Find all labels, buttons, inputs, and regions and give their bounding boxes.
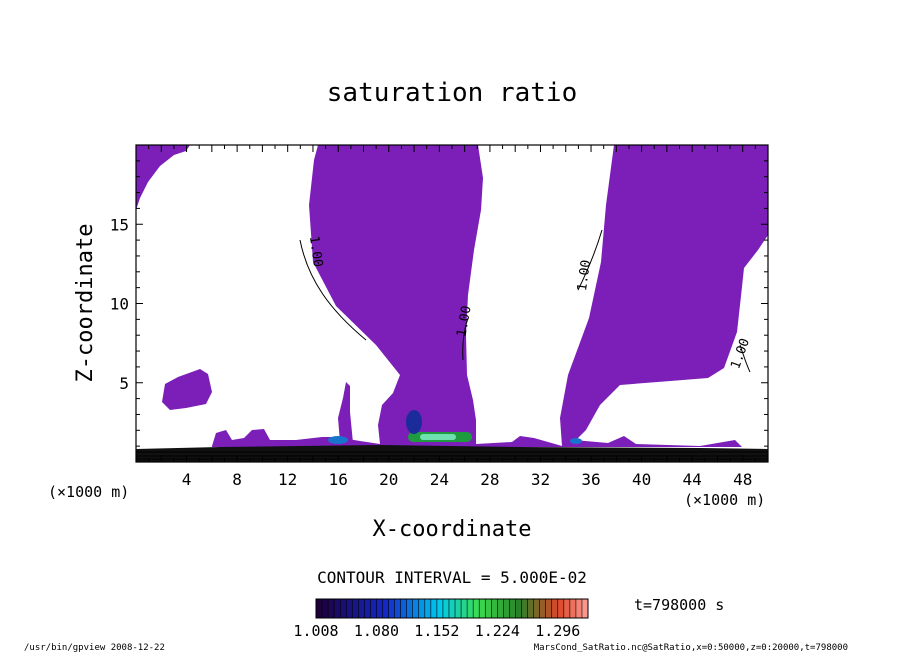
colorbar-cell — [533, 599, 541, 618]
y-tick-label: 5 — [119, 374, 129, 393]
colorbar-cell — [436, 599, 444, 618]
colorbar-cell — [521, 599, 529, 618]
blue-patch-right — [570, 438, 582, 444]
colorbar-cell — [503, 599, 510, 618]
x-unit-label: (×1000 m) — [48, 483, 129, 501]
footer-left: /usr/bin/gpview 2008-12-22 — [24, 643, 165, 653]
colorbar-cell — [370, 599, 377, 618]
x-tick-label: 44 — [683, 470, 702, 489]
colorbar-tick-label: 1.296 — [535, 622, 580, 640]
colorbar-cell — [352, 599, 359, 618]
colorbar-cell — [509, 599, 516, 618]
colorbar-cell — [334, 599, 341, 618]
colorbar-cell — [424, 599, 432, 618]
colorbar-cell — [382, 599, 390, 618]
x-tick-label: 36 — [581, 470, 600, 489]
center-blue-core — [406, 410, 422, 434]
colorbar-cell — [491, 599, 498, 618]
x-tick-label: 28 — [480, 470, 499, 489]
colorbar-cell — [539, 599, 547, 618]
region-top-left — [136, 145, 190, 210]
contour-label: 1.00 — [306, 235, 325, 268]
colorbar-cell — [448, 599, 456, 618]
colorbar-cell — [358, 599, 365, 618]
colorbar-cell — [557, 599, 565, 618]
x-tick-label: 40 — [632, 470, 651, 489]
colorbar-tick-label: 1.008 — [293, 622, 338, 640]
colorbar-cell — [346, 599, 353, 618]
colorbar-cell — [340, 599, 347, 618]
colorbar-cell — [563, 599, 571, 618]
contour-lines — [136, 229, 768, 460]
region-left-blob — [162, 369, 212, 410]
colorbar-cell — [551, 599, 559, 618]
colorbar-cell — [461, 599, 468, 618]
colorbar-tick-label: 1.080 — [354, 622, 399, 640]
footer-right: MarsCond_SatRatio.nc@SatRatio,x=0:50000,… — [534, 643, 848, 653]
center-cyan-core — [420, 434, 456, 440]
colorbar-cell — [364, 599, 371, 618]
colorbar-cell — [485, 599, 492, 618]
surface-contour-band — [136, 445, 768, 462]
x-tick-label: 16 — [329, 470, 348, 489]
colorbar-cell — [412, 599, 420, 618]
colorbar-cell — [497, 599, 504, 618]
contour-label: 1.00 — [454, 305, 474, 338]
blue-patch-left — [328, 436, 348, 444]
colorbar-cell — [581, 599, 589, 618]
x-tick-label: 4 — [182, 470, 192, 489]
colorbar-cell — [394, 599, 402, 618]
x-tick-label: 32 — [531, 470, 550, 489]
colorbar-cell — [569, 599, 577, 618]
colorbar — [315, 598, 589, 619]
colorbar-tick-label: 1.224 — [475, 622, 520, 640]
colorbar-cell — [400, 599, 408, 618]
plot-area — [136, 145, 768, 462]
x-unit-label-right: (×1000 m) — [684, 491, 765, 509]
contour-label: 1.00 — [575, 259, 594, 292]
colorbar-cell — [515, 599, 523, 618]
colorbar-cell — [376, 599, 383, 618]
colorbar-cell — [430, 599, 438, 618]
colorbar-ticks: 1.008 1.080 1.152 1.224 1.296 — [293, 622, 580, 640]
colorbar-cell — [322, 599, 329, 618]
colorbar-cell — [527, 599, 535, 618]
x-tick-label: 48 — [733, 470, 752, 489]
time-label: t=798000 s — [634, 596, 724, 614]
colorbar-cell — [328, 599, 335, 618]
region-small-column — [338, 382, 353, 443]
colorbar-cell — [467, 599, 474, 618]
region-surface-layer — [212, 429, 742, 447]
region-center-column — [309, 145, 483, 444]
colorbar-cell — [418, 599, 426, 618]
colorbar-cell — [455, 599, 462, 618]
y-tick-label: 10 — [110, 295, 129, 314]
colorbar-cell — [575, 599, 583, 618]
x-tick-label: 12 — [278, 470, 297, 489]
region-right-column — [560, 145, 768, 446]
colorbar-cell — [388, 599, 396, 618]
colorbar-cell — [545, 599, 553, 618]
x-tick-label: 24 — [430, 470, 449, 489]
colorbar-cell — [473, 599, 480, 618]
x-tick-label: 8 — [232, 470, 242, 489]
colorbar-tick-label: 1.152 — [414, 622, 459, 640]
contour-interval-text: CONTOUR INTERVAL = 5.000E-02 — [317, 568, 587, 587]
y-axis-label: Z-coordinate — [73, 224, 98, 383]
x-axis-label: X-coordinate — [373, 517, 532, 542]
y-tick-label: 15 — [110, 215, 129, 234]
colorbar-cell — [316, 599, 323, 618]
x-tick-label: 20 — [379, 470, 398, 489]
chart-title: saturation ratio — [327, 78, 577, 108]
colorbar-cell — [406, 599, 414, 618]
colorbar-cell — [442, 599, 450, 618]
colorbar-frame — [315, 598, 589, 619]
colorbar-cell — [479, 599, 486, 618]
